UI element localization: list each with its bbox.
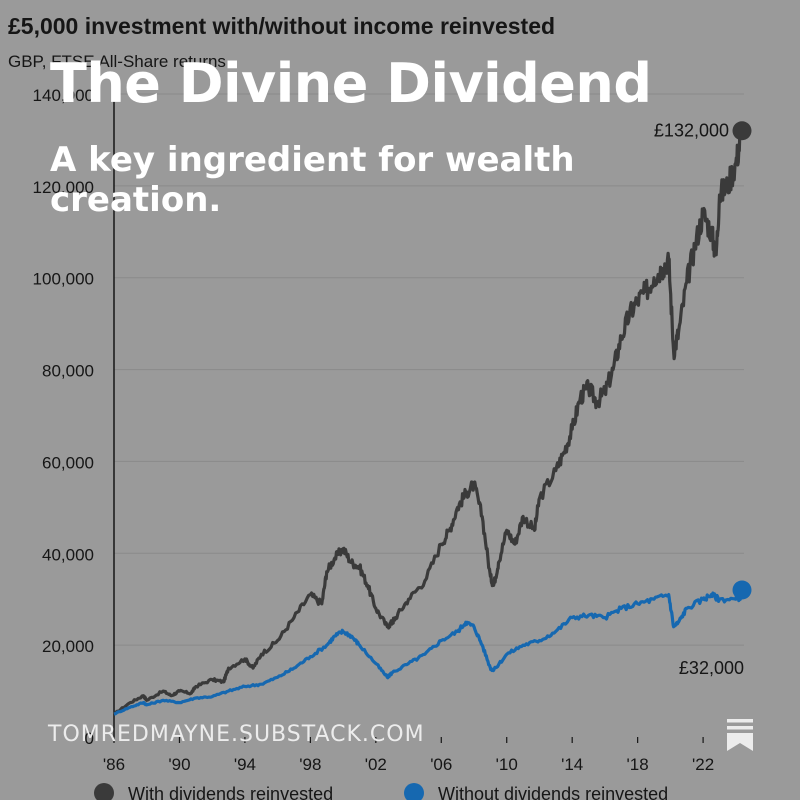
bookmark-icon[interactable]: [727, 719, 753, 751]
x-tick-label: '18: [627, 755, 649, 774]
legend-label: Without dividends reinvested: [438, 784, 668, 800]
x-axis-tick-labels: '86 '90 '94 '98 '02 '06 '10 '14 '18 '22: [103, 737, 714, 774]
x-tick-label: '14: [561, 755, 583, 774]
y-axis-tick-labels: 0 20,000 40,000 60,000 80,000 100,000 120,000 1…: [33, 86, 94, 748]
overlay-title: The Divine Dividend: [50, 52, 652, 115]
series-line-without-dividends: [113, 591, 743, 716]
y-tick-label: 0: [85, 729, 94, 748]
legend: With dividends reinvested Without dividen…: [94, 783, 668, 800]
x-tick-label: '86: [103, 755, 125, 774]
y-tick-label: 120,000: [33, 178, 94, 197]
series-line-with-dividends: [112, 134, 743, 716]
series-end-markers: £132,000 £32,000: [654, 121, 752, 678]
chart-title: £5,000 investment with/without income re…: [8, 13, 555, 39]
overlay-subtitle: A key ingredient for wealth creation.: [50, 140, 575, 220]
x-tick-label: '02: [365, 755, 387, 774]
x-tick-label: '94: [234, 755, 256, 774]
legend-swatch: [404, 783, 424, 800]
end-label-with-dividends: £132,000: [654, 121, 729, 141]
y-tick-label: 40,000: [42, 545, 94, 564]
y-tick-label: 20,000: [42, 637, 94, 656]
end-marker-with-dividends: [732, 121, 752, 141]
x-tick-label: '22: [692, 755, 714, 774]
y-tick-label: 60,000: [42, 453, 94, 472]
y-tick-label: 100,000: [33, 270, 94, 289]
series-lines: [112, 134, 743, 716]
chart-subtitle: GBP, FTSE All-Share returns: [8, 52, 226, 71]
end-label-without-dividends: £32,000: [679, 658, 744, 678]
legend-label: With dividends reinvested: [128, 784, 333, 800]
y-tick-label: 80,000: [42, 362, 94, 381]
end-marker-without-dividends: [732, 580, 752, 600]
x-tick-label: '10: [496, 755, 518, 774]
y-tick-label: 140,000: [33, 86, 94, 105]
grid-lines: [114, 93, 744, 646]
x-tick-label: '06: [430, 755, 452, 774]
x-tick-label: '90: [168, 755, 190, 774]
legend-swatch: [94, 783, 114, 800]
x-tick-label: '98: [299, 755, 321, 774]
site-url-link[interactable]: TOMREDMAYNE.SUBSTACK.COM: [48, 722, 425, 747]
